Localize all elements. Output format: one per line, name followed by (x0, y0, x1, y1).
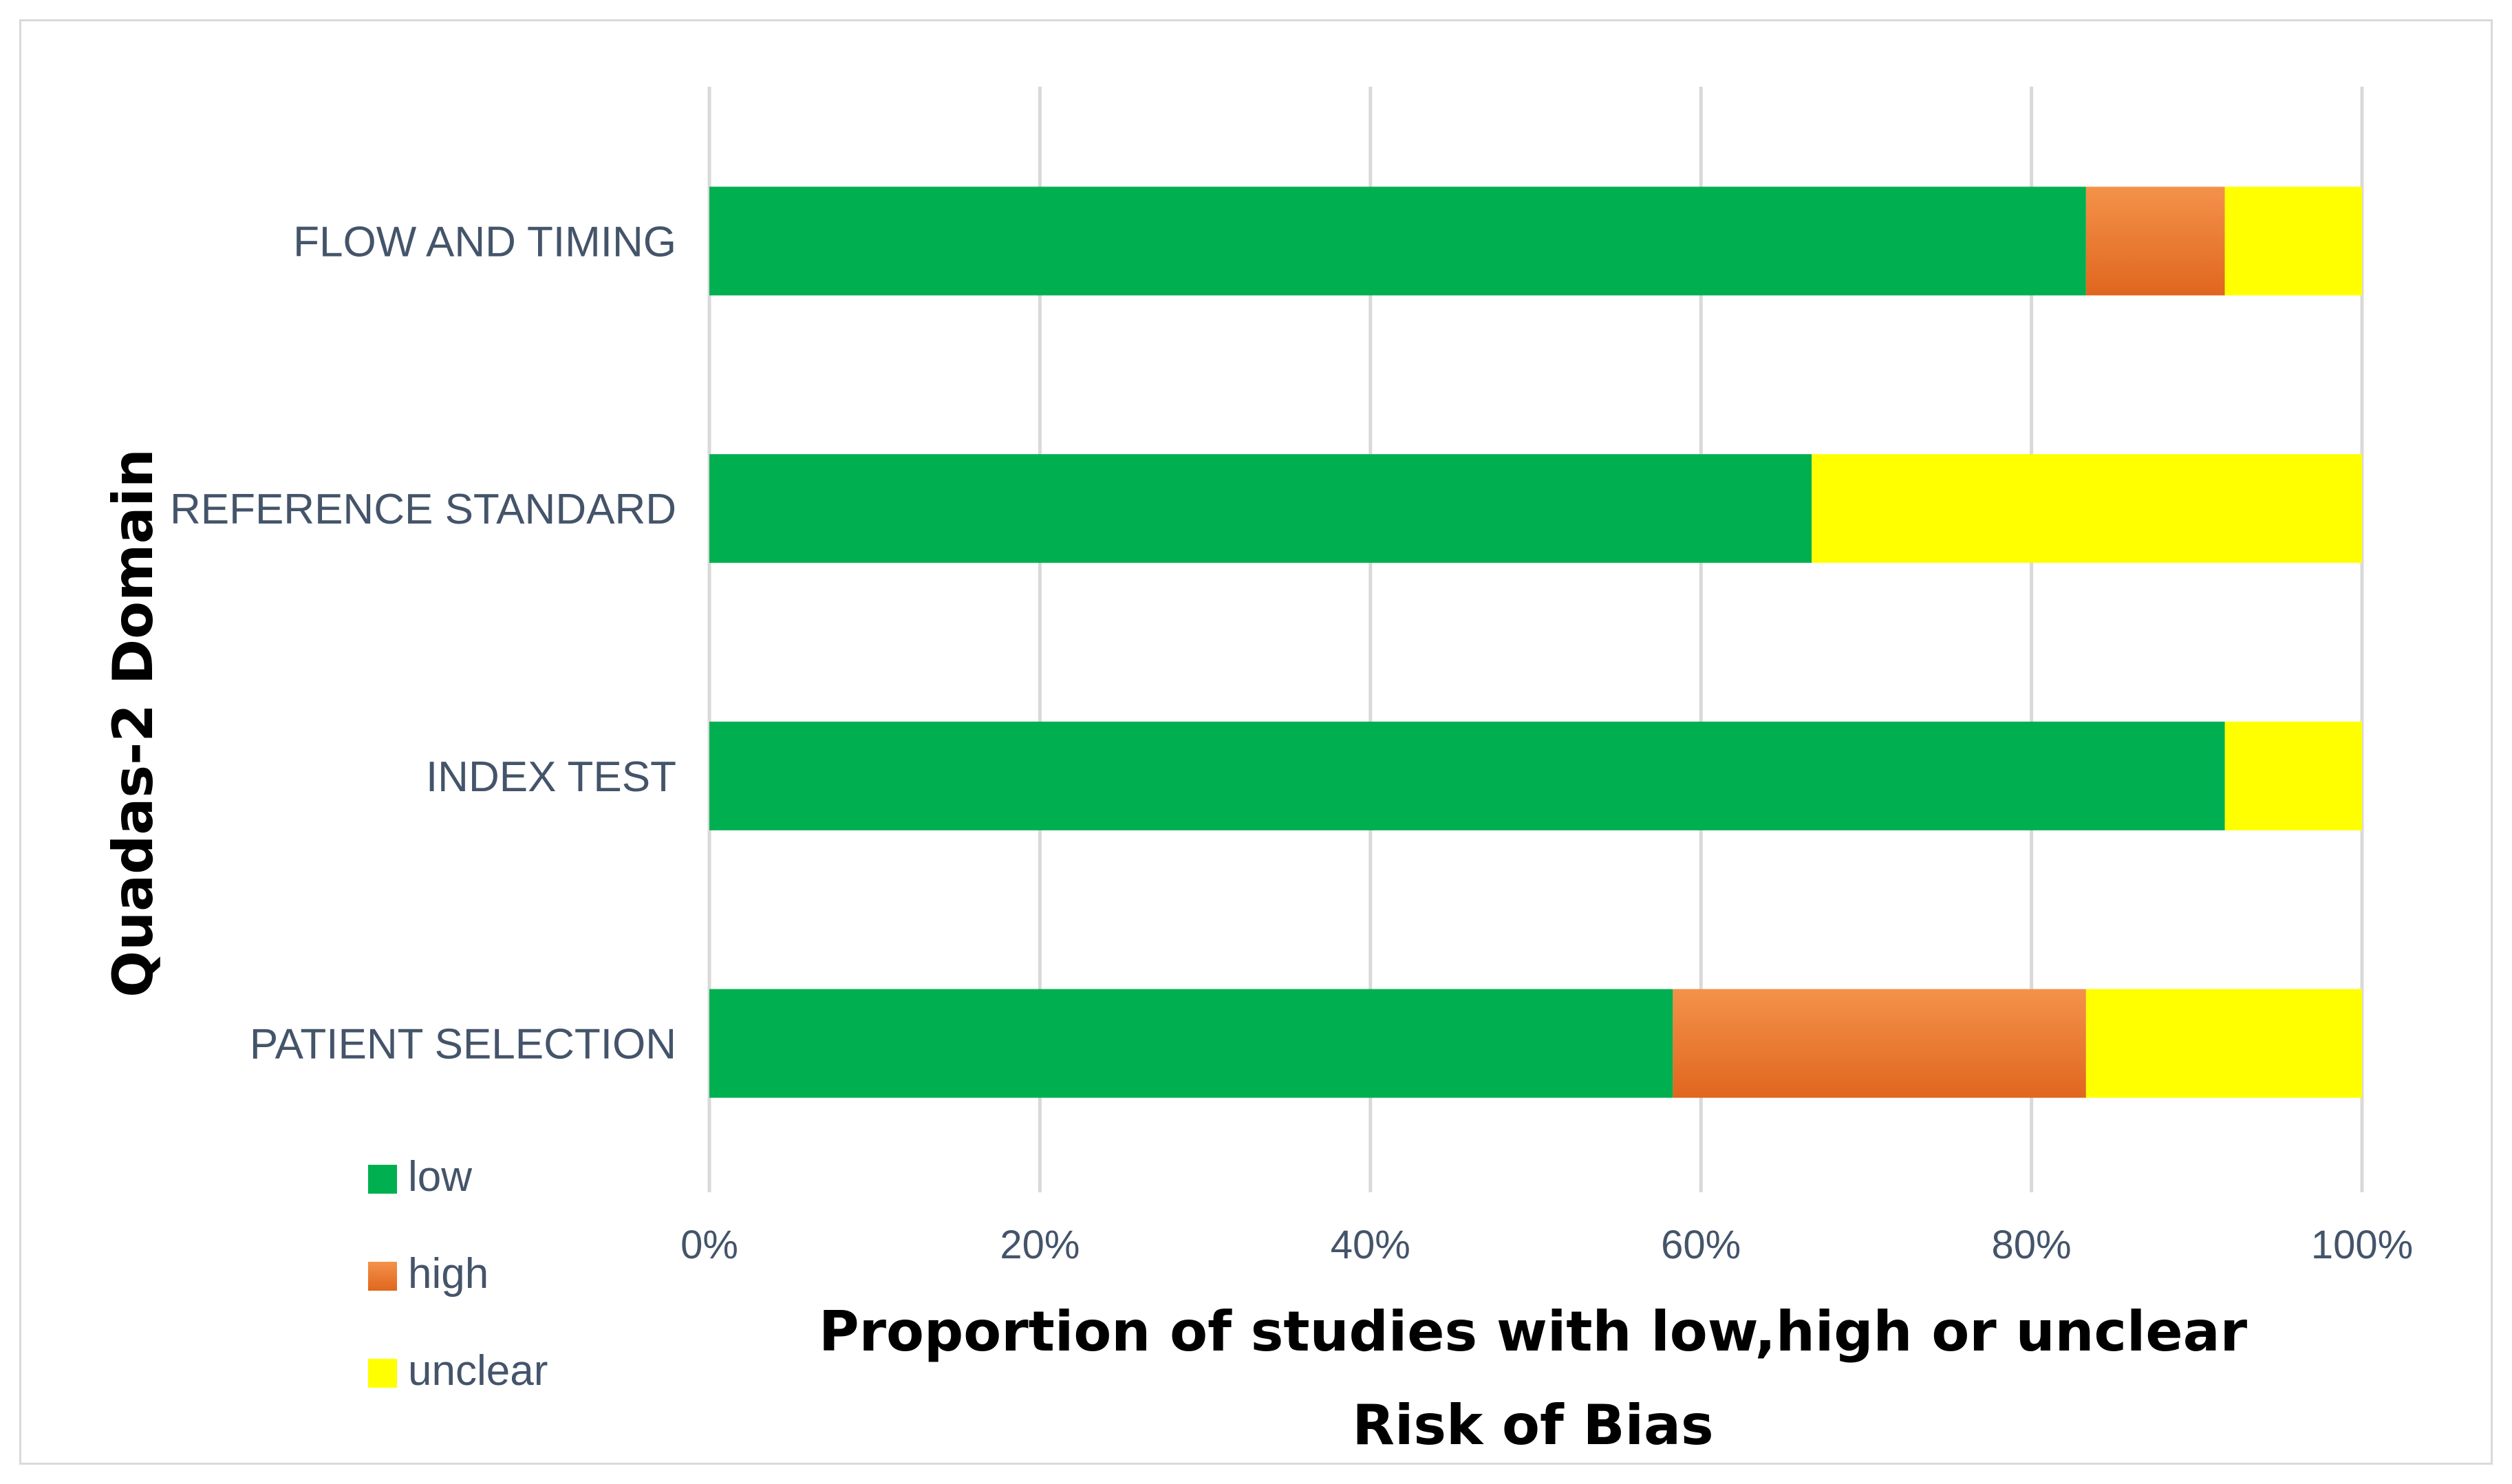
stacked-bar-chart: FLOW AND TIMING REFERENCE STANDARD INDEX T… (101, 87, 2413, 1457)
x-tick-label: 60% (1661, 1223, 1741, 1267)
category-label: PATIENT SELECTION (250, 1021, 676, 1068)
x-tick-label: 20% (1000, 1223, 1080, 1267)
bar-low-0 (709, 186, 2086, 296)
bar-unclear-1 (1812, 454, 2362, 563)
bar-unclear-0 (2224, 186, 2362, 296)
category-label: REFERENCE STANDARD (170, 486, 676, 533)
bar-unclear-3 (2085, 989, 2362, 1098)
bar-high-0 (2085, 186, 2225, 296)
legend-label-high: high (408, 1250, 489, 1298)
category-label: FLOW AND TIMING (293, 218, 676, 266)
legend-label-low: low (408, 1153, 472, 1201)
legend-swatch-low (368, 1165, 397, 1194)
bar-low-3 (709, 989, 1673, 1098)
legend: low high unclear (368, 1153, 548, 1395)
y-axis-title: Quadas-2 Domain (101, 449, 165, 998)
legend-swatch-unclear (368, 1359, 397, 1388)
category-label: INDEX TEST (426, 753, 676, 801)
category-labels: FLOW AND TIMING REFERENCE STANDARD INDEX T… (170, 218, 676, 1068)
bars (709, 186, 2362, 1098)
x-tick-label: 80% (1992, 1223, 2072, 1267)
legend-swatch-high (368, 1262, 397, 1291)
chart-frame: FLOW AND TIMING REFERENCE STANDARD INDEX T… (19, 19, 2493, 1465)
x-axis-title-line-2: Risk of Bias (1352, 1393, 1713, 1457)
bar-low-1 (709, 454, 1812, 563)
x-tick-labels: 0% 20% 40% 60% 80% 100% (680, 1223, 2413, 1267)
x-axis-title-line-1: Proportion of studies with low,high or u… (819, 1300, 2248, 1364)
x-tick-label: 40% (1331, 1223, 1410, 1267)
legend-label-unclear: unclear (408, 1347, 548, 1395)
x-tick-label: 0% (680, 1223, 738, 1267)
bar-high-3 (1673, 989, 2086, 1098)
x-tick-label: 100% (2311, 1223, 2413, 1267)
bar-low-2 (709, 721, 2225, 830)
bar-unclear-2 (2224, 721, 2362, 830)
